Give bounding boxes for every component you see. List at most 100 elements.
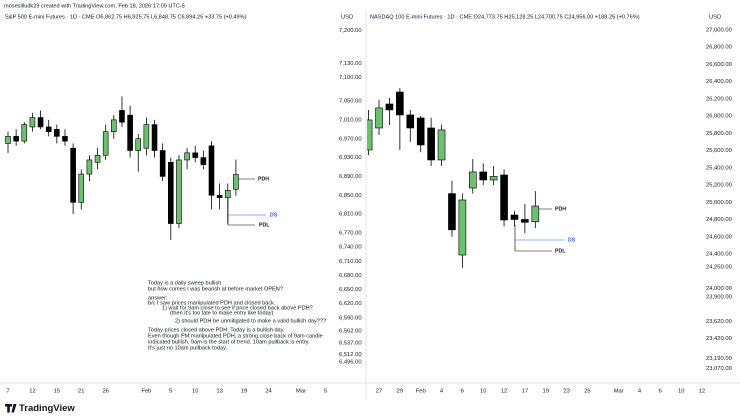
x-tick-label: 12 [501,389,507,395]
y-tick-label: 23,420.00 [706,336,732,342]
note-line: Today is a daily sweep bullish [148,280,221,286]
candle-body [94,154,101,163]
y-tick-label: 6,537.00 [339,340,362,346]
x-tick-label: 19 [241,389,247,395]
candle-body [458,199,467,256]
y-tick-label: 6,930.00 [339,155,362,161]
candles [5,96,239,241]
currency-label: USD [709,15,721,21]
y-tick-label: 6,680.00 [339,273,362,279]
y-tick-label: 25,400.00 [706,165,732,171]
candle-body [510,214,519,220]
y-tick-label: 24,000.00 [706,286,732,292]
y-tick-label: 26,200.00 [706,96,732,102]
candle-body [37,117,44,128]
candle-body [29,117,36,128]
x-tick-label: 5 [324,389,327,395]
x-tick-label: Feb [416,389,426,395]
y-tick-label: 24,600.00 [706,234,732,240]
note-line: 2) should PDH be unmitigated to make a v… [175,318,326,324]
y-tick-label: 26,000.00 [706,114,732,120]
y-tick-label: 6,710.00 [339,259,362,265]
candle-body [224,190,231,198]
y-tick-label: 24,400.00 [706,252,732,258]
ds-label: DS [568,237,576,243]
pdl-label: PDL [259,222,270,228]
y-tick-label: 26,400.00 [706,79,732,85]
candle-body [119,110,125,123]
y-tick-label: 6,650.00 [339,287,362,293]
candle-body [385,103,394,111]
y-tick-label: 25,800.00 [706,131,732,137]
candle-body [468,171,477,189]
candle-body [176,159,182,224]
y-tick-label: 26,800.00 [706,45,732,51]
note-line: answer: [148,295,168,301]
candle-body [135,138,142,151]
note-line: b/c I saw prices manipulated PDH and clo… [148,300,276,306]
candle-body [70,147,76,203]
y-tick-label: 25,600.00 [706,148,732,154]
y-tick-label: 6,512.00 [339,352,362,358]
y-tick-label: 6,562.00 [339,329,362,335]
y-tick-label: 7,200.00 [339,28,362,34]
x-tick-label: 12 [699,389,705,395]
x-tick-label: 13 [216,389,222,395]
candle-body [216,194,223,198]
candle-body [367,119,373,151]
y-tick-label: 27,000.00 [706,27,732,33]
y-tick-label: 23,620.00 [706,319,732,325]
x-tick-label: 21 [78,389,84,395]
candle-body [531,205,540,223]
y-tick-label: 7,130.00 [339,61,362,67]
x-tick-label: Feb [141,389,151,395]
candle-body [5,136,11,144]
x-tick-label: 29 [397,389,403,395]
candle-body [208,145,215,196]
y-tick-label: 24,250.00 [706,264,732,270]
x-tick-label: 17 [522,389,528,395]
candle-body [151,124,158,151]
x-tick-label: 5 [169,389,172,395]
x-tick-label: 19 [543,389,549,395]
x-tick-label: 6 [659,389,662,395]
note: Today is a daily sweep bullish but how c… [148,280,326,351]
x-tick-label: 23 [563,389,569,395]
currency-label: USD [341,15,353,21]
y-tick-label: 6,970.00 [339,136,362,142]
note-line: It's just no 10am pullback today. [148,345,227,351]
annotations-right: PDH DS PDL [514,206,576,254]
candle-body [479,171,488,181]
x-tick-label: 7 [6,389,9,395]
candle-body [396,91,404,116]
note-line: but how comes I was bearish at before ma… [148,286,283,292]
logo-text: TradingView [19,403,75,414]
x-tick-label: 12 [29,389,35,395]
note-line: indicated bullish. 9am is the start of t… [148,339,310,345]
candle-body [406,114,415,129]
y-tick-label: 7,010.00 [339,117,362,123]
candle-body [437,129,446,161]
candle-body [500,174,508,221]
x-tick-label: Mar [296,389,306,395]
x-tick-label: 4 [638,389,642,395]
note-line: 1) wait for 9am close to see if price cl… [162,305,313,311]
chart-title: S&P 500 E-mini Futures · 1D · CME O6,862… [5,14,247,20]
footer-logo: TradingView [5,403,75,414]
ds-label: DS [270,212,278,218]
y-tick-label: 6,810.00 [339,212,362,218]
candle-body [143,124,150,149]
candle-body [13,136,19,142]
candle-body [86,159,93,175]
y-tick-label: 7,050.00 [339,99,362,105]
y-tick-label: 25,000.00 [706,200,732,206]
pdh-label: PDH [555,206,566,212]
candle-body [448,193,456,231]
candles [367,87,540,268]
pdl-label: PDL [555,248,566,254]
y-tick-label: 25,200.00 [706,183,732,189]
candle-body [62,136,68,142]
y-tick-label: 6,496.00 [339,360,362,366]
